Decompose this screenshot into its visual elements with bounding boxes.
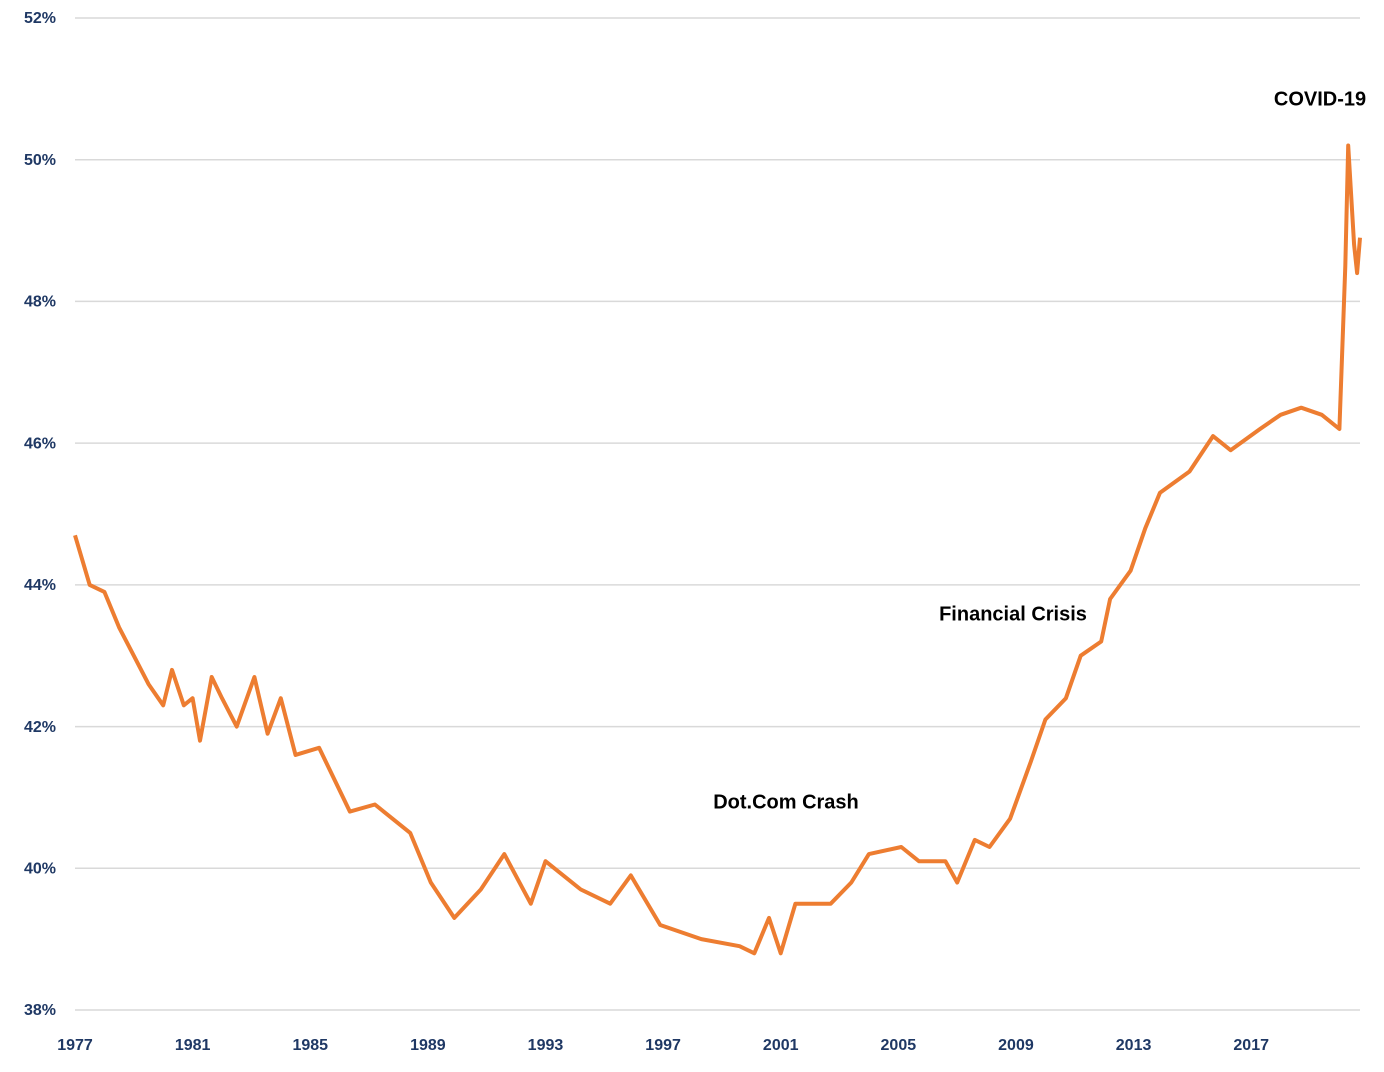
annotation: Dot.Com Crash bbox=[713, 791, 859, 813]
x-tick-label: 2017 bbox=[1233, 1037, 1269, 1054]
y-tick-label: 42% bbox=[24, 719, 56, 736]
y-tick-label: 38% bbox=[24, 1002, 56, 1019]
y-tick-label: 40% bbox=[24, 861, 56, 878]
x-tick-label: 2001 bbox=[763, 1037, 799, 1054]
x-tick-label: 2005 bbox=[881, 1037, 917, 1054]
x-tick-label: 1985 bbox=[292, 1037, 328, 1054]
line-series bbox=[73, 143, 1362, 956]
y-tick-label: 50% bbox=[24, 152, 56, 169]
x-tick-label: 1977 bbox=[57, 1037, 93, 1054]
annotation: Financial Crisis bbox=[939, 603, 1087, 625]
y-tick-label: 48% bbox=[24, 294, 56, 311]
x-tick-label: 1993 bbox=[528, 1037, 564, 1054]
x-tick-label: 2013 bbox=[1116, 1037, 1152, 1054]
x-tick-label: 1981 bbox=[175, 1037, 211, 1054]
x-tick-label: 1997 bbox=[645, 1037, 681, 1054]
y-tick-label: 46% bbox=[24, 435, 56, 452]
y-tick-label: 44% bbox=[24, 577, 56, 594]
annotation: COVID-19 bbox=[1274, 88, 1366, 110]
x-tick-label: 2009 bbox=[998, 1037, 1034, 1054]
y-tick-label: 52% bbox=[24, 10, 56, 27]
x-tick-label: 1989 bbox=[410, 1037, 446, 1054]
